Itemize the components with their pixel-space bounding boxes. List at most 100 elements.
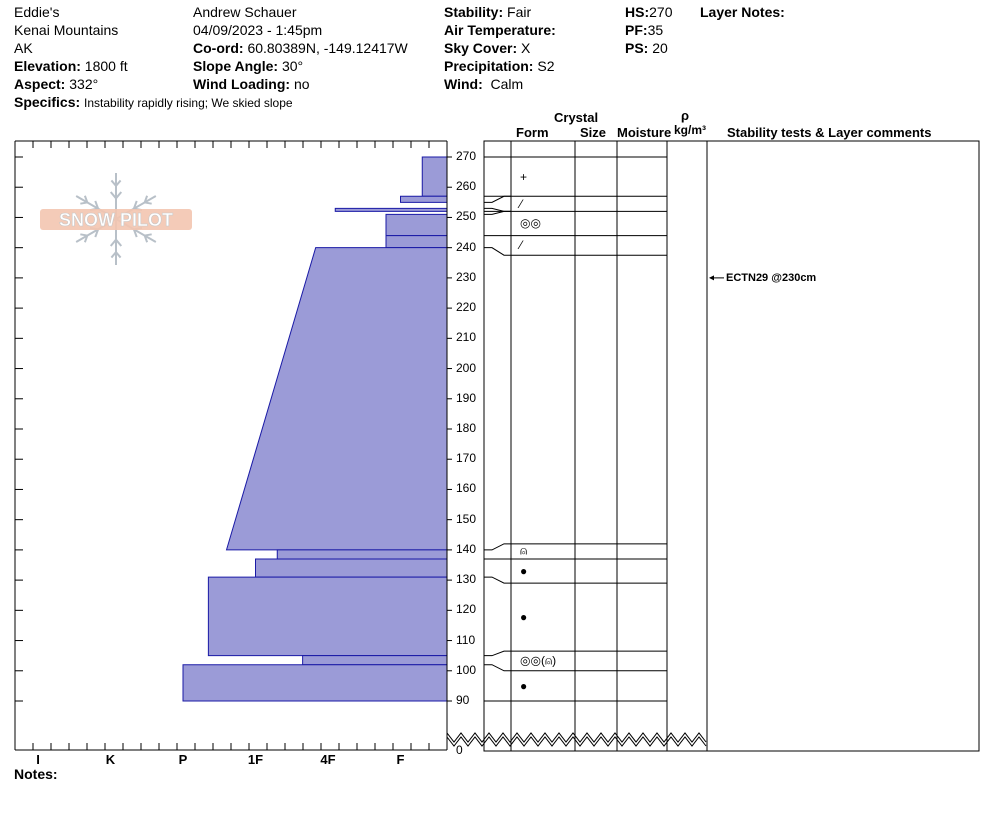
snowflake-branch [115,251,122,259]
crystal-form-glyph: ● [520,564,528,579]
crystal-form-glyph: + [520,169,528,184]
depth-break-upper [446,731,707,743]
hardness-layer [302,655,448,666]
layer-connector [484,543,511,551]
hardness-layer [207,576,448,657]
depth-tick-label: 240 [456,239,477,254]
depth-tick-label: 160 [456,481,477,496]
depth-tick-label: 150 [456,511,477,526]
depth-tick-label: 220 [456,300,477,315]
snowflake-branch [115,179,122,187]
depth-tick-label: 140 [456,541,477,556]
depth-tick-label: 270 [456,149,477,163]
size-header: Size [580,125,607,140]
crystal-form-glyph: ⁄ [520,196,523,211]
crystal-header: Crystal [554,110,599,125]
stability-test-label: ECTN29 @230cm [726,271,817,284]
depth-zero-label: 0 [456,743,463,757]
hardness-layer [276,549,448,560]
specifics-row: Specifics: Instability rapidly rising; W… [14,94,293,110]
depth-tick-label: 90 [456,693,470,707]
sky-cover-row: Sky Cover: X [444,40,531,56]
hardness-layer [334,207,448,212]
depth-tick-label: 200 [456,360,477,375]
slope-angle-row: Slope Angle: 30° [193,58,304,74]
layer-connector [484,210,511,215]
layer-table-frame [483,140,980,752]
wind-loading-row: Wind Loading: no [193,76,310,92]
snowflake-branch [109,239,117,247]
layer-connector [484,247,511,256]
crystal-form-glyph: ● [520,610,528,625]
depth-tick-label: 120 [456,602,477,617]
logo-text: SNOW PILOT [59,210,173,230]
depth-tick-label: 230 [456,269,477,284]
snowflake-branch [94,229,100,238]
density-unit-header: kg/m³ [674,123,707,137]
depth-tick-label: 190 [456,390,477,405]
snowflake-branch [144,201,152,205]
snowflake-branch [143,235,149,243]
snowflake-branch [110,179,117,187]
depth-tick-label: 170 [456,451,477,466]
snowflake-branch [132,200,138,209]
snowflake-branch [80,233,88,237]
layer-connector [484,576,511,584]
layer-connector [484,650,511,657]
form-header: Form [516,125,549,140]
snowflake-branch [132,229,138,238]
snowflake-branch [144,233,152,237]
hardness-label: F [396,752,405,767]
observer-name: Andrew Schauer [193,4,297,20]
hs-row: HS:270 [625,4,673,20]
layer-connector [484,195,511,203]
snowflake-branch [94,200,100,209]
layer-connector [484,664,511,672]
depth-tick-label: 180 [456,421,477,435]
rho-header: ρ [681,108,690,123]
hardness-layer [255,558,448,578]
depth-tick-label: 110 [456,632,476,647]
date-time: 04/09/2023 - 1:45pm [193,22,323,38]
hardness-label: 1F [247,752,264,767]
stability-row: Stability: Fair [444,4,532,20]
hardness-layer [400,195,448,203]
aspect-row: Aspect: 332° [14,76,99,92]
depth-tick-label: 100 [456,662,477,677]
state-name: AK [14,40,33,56]
crystal-form-glyph: ◎◎ [520,216,541,231]
hardness-layer [385,213,448,237]
depth-tick-label: 260 [456,179,477,194]
hardness-layer [225,247,448,551]
wind-row: Wind: Calm [444,76,524,92]
hardness-label: P [178,752,188,767]
hardness-layer [421,156,448,197]
depth-tick-label: 250 [456,209,477,224]
snowflake-branch [109,191,117,199]
hardness-layer [385,235,448,249]
crystal-form-glyph: ⍝ [520,543,528,558]
depth-tick-label: 210 [456,330,477,345]
moisture-header: Moisture [617,125,672,140]
elevation-row: Elevation: 1800 ft [14,58,128,74]
air-temperature-row: Air Temperature: [444,22,556,38]
depth-tick-label: 130 [456,572,477,587]
crystal-form-glyph: ● [520,678,528,693]
ps-row: PS: 20 [625,40,668,56]
location-name: Eddie's [14,4,60,20]
range-name: Kenai Mountains [14,22,119,38]
snowflake-branch [110,251,117,259]
hardness-label: I [36,752,40,767]
layer-notes-label: Layer Notes: [700,4,785,20]
snowflake-branch [83,195,89,203]
hardness-label: K [105,752,116,767]
pf-row: PF:35 [625,22,664,38]
stability-test-arrowhead [709,275,714,281]
crystal-form-glyph: ◎◎(⍝) [520,653,557,668]
hardness-label: 4F [320,752,336,767]
snowflake-branch [83,235,89,243]
precipitation-row: Precipitation: S2 [444,58,555,74]
crystal-form-glyph: ⁄ [520,238,523,253]
notes-label: Notes: [14,766,58,782]
